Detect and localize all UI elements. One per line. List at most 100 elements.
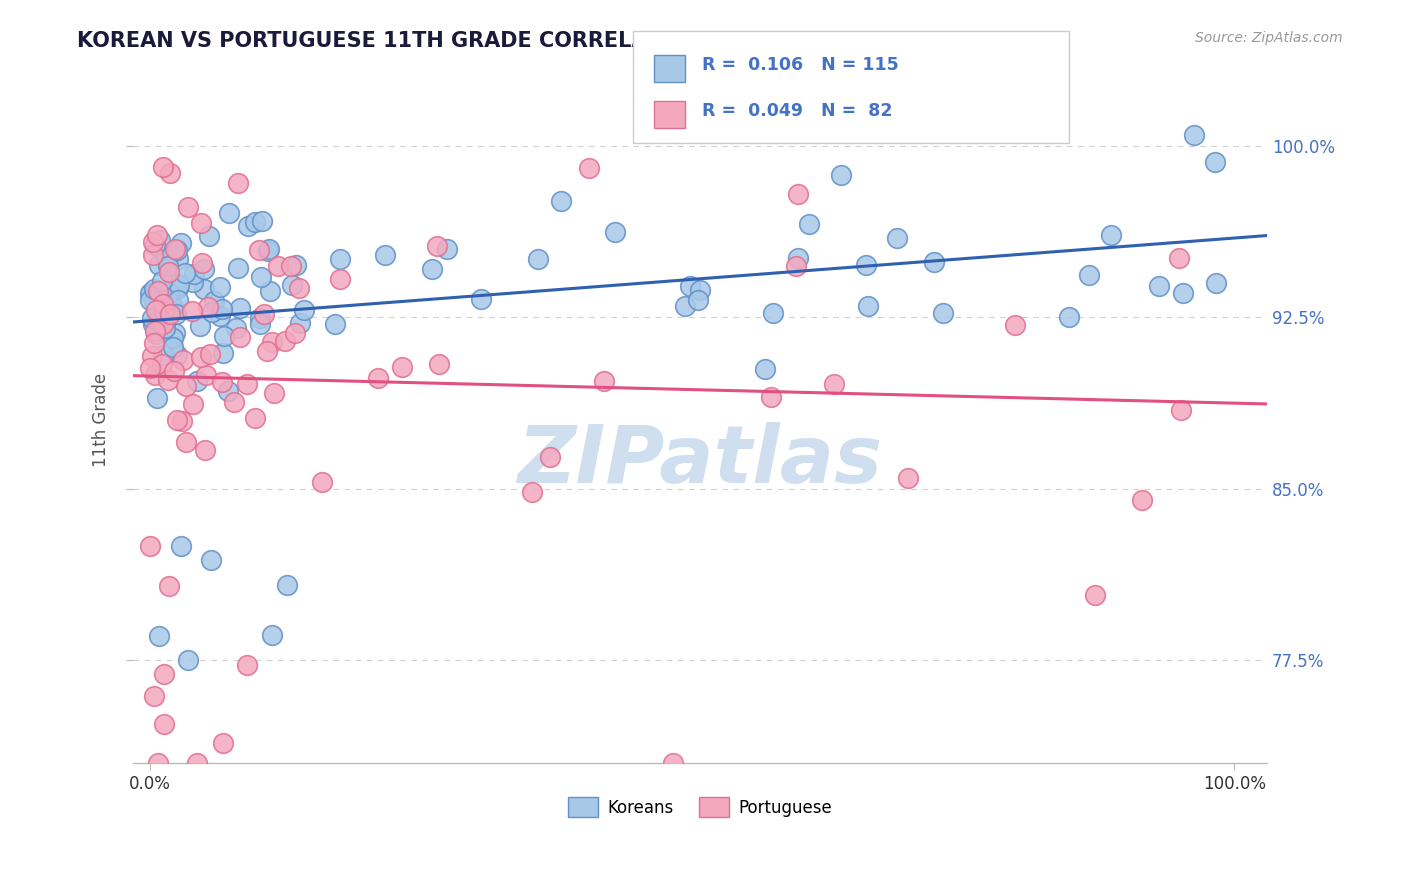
Koreans [149,299,172,313]
Koreans [855,258,877,272]
Koreans [288,316,311,330]
Koreans [856,299,879,313]
Koreans [138,293,160,308]
Koreans [886,231,908,245]
Koreans [165,326,187,341]
Koreans [323,317,346,331]
Koreans [249,318,271,332]
Portuguese [197,300,219,314]
Portuguese [146,756,169,771]
Koreans [225,320,247,334]
Koreans [754,361,776,376]
Koreans [167,281,190,295]
Portuguese [172,414,194,428]
Portuguese [163,364,186,378]
Koreans [160,299,183,313]
Portuguese [273,334,295,348]
Portuguese [159,307,181,321]
Koreans [156,295,179,310]
Koreans [167,277,190,292]
Koreans [142,282,165,296]
Koreans [797,217,820,231]
Koreans [198,228,221,243]
Koreans [922,255,945,269]
Portuguese [260,335,283,350]
Koreans [153,305,176,319]
Koreans [673,299,696,313]
Portuguese [142,235,165,250]
Koreans [170,540,193,554]
Portuguese [181,397,204,411]
Koreans [762,306,785,320]
Legend: Koreans, Portuguese: Koreans, Portuguese [561,791,839,823]
Koreans [679,279,702,293]
Koreans [830,168,852,182]
Koreans [193,281,215,295]
Koreans [142,293,165,308]
Koreans [1059,310,1081,324]
Text: R =  0.049   N =  82: R = 0.049 N = 82 [702,102,891,120]
Portuguese [1130,492,1153,507]
Portuguese [785,260,807,274]
Koreans [200,553,222,567]
Portuguese [181,304,204,318]
Portuguese [157,265,180,279]
Portuguese [253,307,276,321]
Koreans [149,298,172,312]
Portuguese [152,160,174,174]
Portuguese [143,368,166,383]
Portuguese [198,347,221,361]
Portuguese [150,357,173,371]
Portuguese [329,271,352,285]
Koreans [165,307,187,321]
Portuguese [520,485,543,500]
Portuguese [195,368,218,383]
Portuguese [212,736,235,750]
Portuguese [177,200,200,214]
Portuguese [145,324,167,338]
Portuguese [267,259,290,273]
Koreans [174,266,197,280]
Koreans [689,283,711,297]
Koreans [259,243,281,257]
Koreans [159,293,181,308]
Koreans [167,293,190,307]
Koreans [170,235,193,250]
Portuguese [896,470,918,484]
Portuguese [143,689,166,703]
Koreans [284,258,307,272]
Koreans [1182,128,1205,142]
Portuguese [159,166,181,180]
Koreans [186,374,208,388]
Koreans [1099,228,1122,243]
Portuguese [256,343,278,358]
Koreans [166,348,188,362]
Koreans [257,244,280,259]
Portuguese [211,375,233,389]
Portuguese [186,756,208,771]
Koreans [294,302,316,317]
Koreans [145,321,167,335]
Portuguese [236,377,259,392]
Koreans [229,301,252,315]
Koreans [167,252,190,266]
Koreans [204,294,226,309]
Portuguese [662,756,685,771]
Koreans [153,307,176,321]
Portuguese [139,360,162,375]
Koreans [262,628,284,642]
Portuguese [146,284,169,298]
Koreans [150,274,173,288]
Portuguese [153,666,176,681]
Koreans [183,267,205,281]
Koreans [188,318,211,333]
Koreans [252,214,274,228]
Koreans [143,237,166,252]
Portuguese [194,443,217,458]
Text: R =  0.106   N = 115: R = 0.106 N = 115 [702,56,898,74]
Portuguese [139,540,162,554]
Koreans [212,346,235,360]
Portuguese [152,297,174,311]
Koreans [139,286,162,301]
Portuguese [247,243,270,257]
